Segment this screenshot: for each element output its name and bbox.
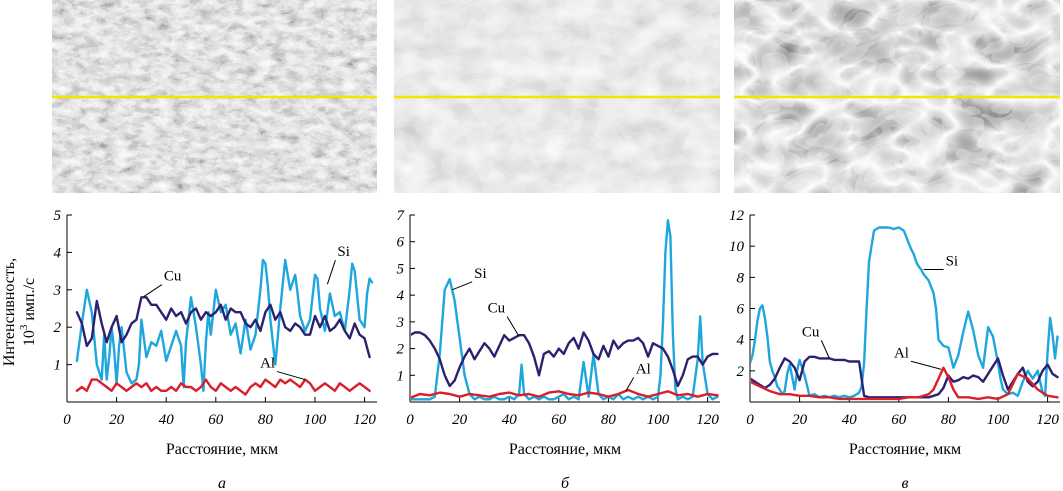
x-tick-label: 100 <box>304 412 327 428</box>
series-label-cu: Cu <box>488 301 506 317</box>
y-tick-label: 10 <box>729 239 745 255</box>
y-tick-label: 4 <box>737 333 745 349</box>
series-label-cu: Cu <box>164 269 182 285</box>
x-tick-label: 60 <box>891 412 907 428</box>
series-leader-al <box>625 377 635 392</box>
series-label-cu: Cu <box>802 324 820 340</box>
x-axis-label: Расстояние, мкм <box>849 441 961 458</box>
x-tick-label: 80 <box>258 412 274 428</box>
x-tick-label: 40 <box>842 412 858 428</box>
x-tick-label: 80 <box>601 412 617 428</box>
x-tick-label: 120 <box>1036 412 1059 428</box>
series-leader-cu <box>143 284 163 297</box>
y-axis-label-line2: 103 имп./с <box>18 278 38 346</box>
series-label-si: Si <box>946 254 959 270</box>
x-tick-label: 40 <box>502 412 518 428</box>
x-tick-label: 40 <box>159 412 175 428</box>
series-line-cu <box>411 331 719 388</box>
series-leader-si <box>326 260 336 285</box>
y-tick-label: 4 <box>397 288 405 304</box>
y-tick-label: 1 <box>397 368 405 384</box>
series-leader-si <box>451 281 473 291</box>
y-tick-label: 1 <box>54 358 62 374</box>
y-tick-label: 3 <box>53 283 62 299</box>
y-tick-label: 6 <box>737 302 745 318</box>
x-tick-label: 60 <box>551 412 567 428</box>
series-leader-cu <box>506 316 520 337</box>
y-tick-label: 2 <box>737 364 745 380</box>
y-axis-label-line1: Интенсивность, <box>1 258 18 366</box>
micrograph-b <box>394 0 720 193</box>
y-tick-label: 5 <box>397 261 405 277</box>
x-tick-label: 20 <box>452 412 468 428</box>
y-tick-label: 2 <box>54 320 62 336</box>
x-tick-label: 120 <box>353 412 376 428</box>
series-line-al <box>751 366 1059 401</box>
y-tick-label: 7 <box>397 208 406 224</box>
series-label-al: Al <box>894 345 909 361</box>
y-tick-label: 5 <box>54 208 62 224</box>
series-leader-cu <box>820 340 830 359</box>
y-axis-unit-rest: имп./с <box>21 278 38 325</box>
x-tick-label: 0 <box>63 412 71 428</box>
x-tick-label: 20 <box>792 412 808 428</box>
plot-area <box>751 226 1059 401</box>
y-tick-label: 4 <box>54 245 62 261</box>
x-tick-label: 60 <box>208 412 224 428</box>
chart-panel-0: 1 2 3 4 5 0 20 40 60 80 100 120 Расстояние, мкм а Cu Si… <box>53 208 377 491</box>
series-line-si <box>751 226 1059 399</box>
x-tick-label: 100 <box>987 412 1010 428</box>
series-line-cu <box>75 296 371 359</box>
x-tick-label: 80 <box>941 412 957 428</box>
x-tick-label: 0 <box>406 412 414 428</box>
y-tick-label: 12 <box>729 208 745 224</box>
panel-label: б <box>561 475 570 491</box>
y-axis-unit-exp: 3 <box>18 324 30 330</box>
x-tick-label: 120 <box>696 412 719 428</box>
x-tick-label: 20 <box>109 412 125 428</box>
series-label-si: Si <box>337 244 350 260</box>
y-tick-label: 3 <box>396 315 405 331</box>
x-axis-label: Расстояние, мкм <box>509 441 621 458</box>
series-leader-al <box>910 360 942 370</box>
panel-label: а <box>218 475 226 491</box>
series-leader-al <box>276 371 306 381</box>
plot-area <box>411 219 719 401</box>
series-line-si <box>411 219 719 401</box>
plot-area <box>75 258 374 396</box>
series-label-si: Si <box>474 266 487 282</box>
x-tick-label: 100 <box>647 412 670 428</box>
y-tick-label: 2 <box>397 342 405 358</box>
micrograph-c <box>734 0 1060 193</box>
x-axis-label: Расстояние, мкм <box>166 441 278 458</box>
series-line-al <box>75 378 371 396</box>
series-label-al: Al <box>636 361 651 377</box>
y-tick-label: 6 <box>397 235 405 251</box>
micrograph-a <box>52 0 377 193</box>
series-line-al <box>411 388 719 399</box>
series-label-al: Al <box>260 356 275 372</box>
panel-label: в <box>902 475 909 491</box>
y-tick-label: 8 <box>737 270 745 286</box>
y-axis-label: Интенсивность, 103 имп./с <box>1 258 38 366</box>
chart-panel-1: 1 2 3 4 5 6 7 0 20 40 60 80 100 120 Расстояние, мкм б Cu… <box>396 208 720 491</box>
x-tick-label: 0 <box>746 412 754 428</box>
y-axis-unit-base: 10 <box>21 330 38 346</box>
